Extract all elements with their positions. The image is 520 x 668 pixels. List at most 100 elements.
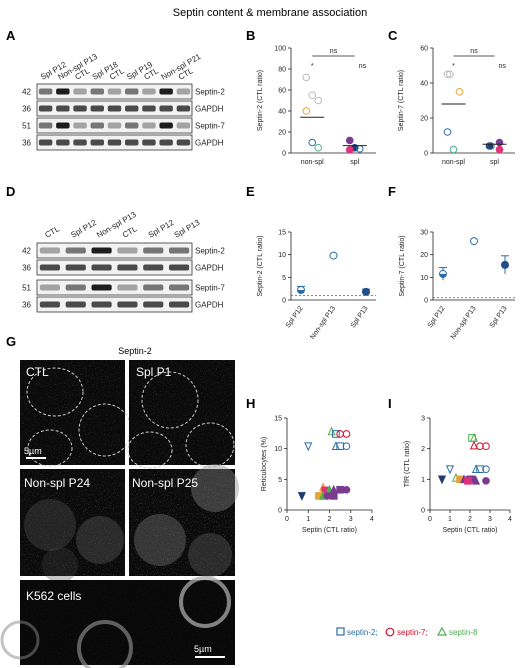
molecular-weight-label: 42 (22, 88, 31, 97)
ns-label: ns (359, 63, 367, 70)
blot-band (117, 264, 138, 271)
data-point-triangle-down (297, 492, 306, 501)
molecular-weight-label: 36 (22, 139, 31, 148)
blot-band (107, 88, 122, 95)
data-point-triangle-down (304, 442, 313, 452)
blot-band (73, 88, 87, 95)
data-point-circle (336, 430, 344, 438)
y-tick-label: 10 (420, 275, 428, 282)
data-point-half (439, 273, 447, 278)
molecular-weight-label: 42 (22, 247, 31, 256)
blot-band (56, 105, 70, 112)
data-point (314, 96, 323, 105)
y-tick-label: 5 (278, 477, 282, 484)
protein-label: GAPDH (195, 301, 224, 310)
chart-h: 0 5 10 15 0 1 2 3 4 Septin (CTL ratio) Reticulocyt… (261, 416, 374, 535)
blot-strip (36, 117, 193, 134)
blot-band (142, 139, 156, 146)
ns-label: ns (499, 63, 507, 70)
x-tick-label: 0 (428, 516, 432, 523)
blot-band (169, 301, 190, 308)
blot-band (91, 284, 112, 291)
x-tick-label: 4 (508, 516, 512, 523)
data-point (329, 251, 338, 260)
legend-septin-7: septin-7; (397, 628, 428, 637)
x-axis-label: Septin (CTL ratio) (443, 527, 498, 534)
blot-band (91, 247, 112, 254)
blot-band (107, 139, 122, 146)
blot-strip (36, 242, 193, 259)
x-tick-label: 2 (328, 516, 332, 523)
x-category-label: Non-spl P13 (309, 305, 337, 341)
data-point (308, 138, 317, 147)
data-point-circle (476, 442, 484, 451)
micrograph-ctl: CTL 5µm (20, 360, 132, 467)
panel-letter-d: D (6, 184, 15, 199)
ns-label: ns (470, 48, 478, 55)
data-point-circle (342, 430, 351, 438)
blot-band (39, 247, 60, 254)
blot-band (91, 301, 112, 308)
blot-band (169, 264, 190, 271)
y-tick-label: 20 (420, 252, 428, 259)
x-category-label: Spl P13 (489, 305, 509, 329)
lane-label: CTL (43, 224, 61, 240)
blot-band (176, 139, 191, 146)
y-tick-label: 0 (424, 298, 428, 305)
data-point (455, 87, 464, 96)
molecular-weight-label: 36 (22, 301, 31, 310)
y-axis-label: Septin-7 (CTL ratio) (399, 235, 406, 296)
x-category-label: spl (490, 159, 499, 166)
blot-strip (36, 83, 193, 100)
data-point-triangle-down (437, 475, 447, 485)
data-point (345, 136, 354, 145)
blot-band (90, 105, 104, 112)
data-point (443, 128, 452, 136)
x-axis-label: Septin (CTL ratio) (302, 527, 357, 534)
blot-band (143, 264, 164, 271)
data-point-circle (342, 442, 351, 451)
data-point (470, 237, 478, 246)
molecular-weight-label: 36 (22, 264, 31, 273)
data-point (302, 73, 311, 82)
y-axis-label: Septin-2 (CTL ratio) (257, 70, 264, 131)
blot-band (39, 284, 60, 291)
blot-band (65, 247, 86, 254)
ns-label: ns (330, 48, 338, 55)
x-tick-label: 4 (370, 516, 374, 523)
y-axis-label: TfR (CTL ratio) (404, 441, 411, 487)
legend-square-marker (336, 627, 345, 636)
blot-band (65, 264, 86, 271)
y-tick-label: 80 (278, 67, 286, 74)
data-point-triangle (469, 432, 479, 442)
blot-band (169, 247, 190, 254)
blot-band (65, 301, 86, 308)
chart-i: 0 1 2 3 0 1 2 3 4 Septin (CTL ratio) TfR (CTL rati… (404, 416, 512, 535)
blot-band (38, 122, 53, 129)
panel-letter-c: C (388, 28, 398, 43)
blot-band (107, 122, 122, 129)
blot-band (125, 88, 139, 95)
blot-band (125, 139, 139, 146)
blot-band (90, 122, 104, 129)
legend-triangle-marker (436, 626, 448, 636)
blot-band (39, 264, 60, 271)
scale-bar-label: 5µm (24, 446, 42, 456)
data-point-circle (323, 492, 332, 500)
blot-band (143, 247, 164, 254)
data-point (362, 287, 370, 296)
data-point (345, 146, 354, 154)
micrographs-panel-g: Septin-2 CTL 5µm Spl P1 Non-spl P2 (0, 346, 239, 668)
lane-label: Spl P13 (173, 218, 202, 240)
molecular-weight-label: 51 (22, 122, 31, 131)
panel-letter-h: H (246, 396, 255, 411)
panel-letter-i: I (388, 396, 392, 411)
y-tick-label: 10 (278, 252, 286, 259)
blot-band (176, 88, 191, 95)
data-point (501, 260, 509, 269)
micrograph-k562: K562 cells 5µm (0, 576, 235, 668)
molecular-weight-label: 51 (22, 284, 31, 293)
data-point-square (332, 430, 340, 438)
protein-label: Septin-2 (195, 88, 225, 97)
